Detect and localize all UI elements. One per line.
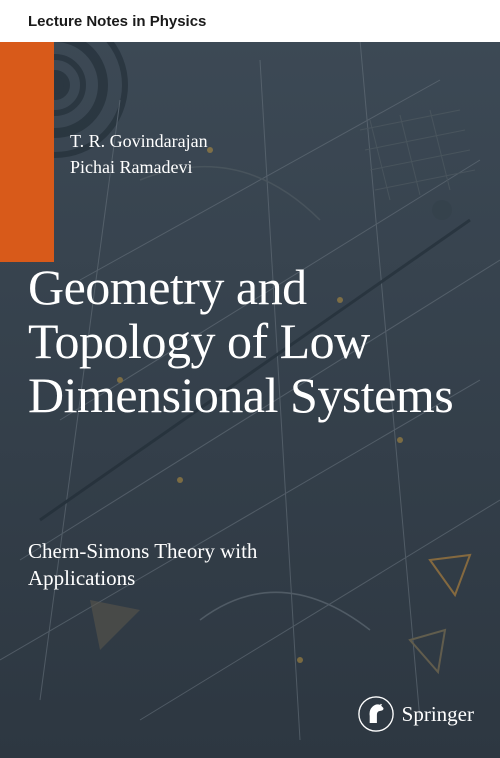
book-cover: Lecture Notes in Physics T. R. Govindara… bbox=[0, 0, 500, 758]
book-subtitle: Chern-Simons Theory with Applications bbox=[28, 538, 320, 593]
author-name: Pichai Ramadevi bbox=[70, 154, 208, 180]
series-bar: Lecture Notes in Physics bbox=[0, 0, 500, 42]
author-name: T. R. Govindarajan bbox=[70, 128, 208, 154]
spine-accent-block bbox=[0, 42, 54, 262]
series-label: Lecture Notes in Physics bbox=[28, 13, 206, 30]
book-title: Geometry and Topology of Low Dimensional… bbox=[28, 260, 460, 422]
springer-horse-icon bbox=[358, 696, 394, 732]
publisher-name: Springer bbox=[402, 702, 474, 727]
publisher-block: Springer bbox=[358, 696, 474, 732]
authors-block: T. R. Govindarajan Pichai Ramadevi bbox=[70, 128, 208, 180]
